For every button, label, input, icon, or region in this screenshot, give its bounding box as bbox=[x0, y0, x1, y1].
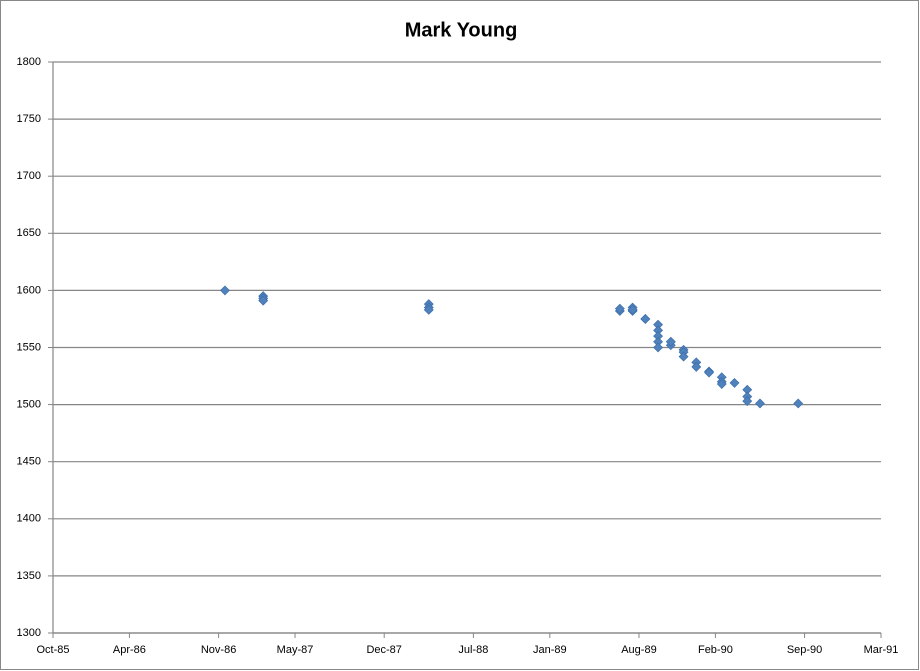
x-tick-label: Aug-89 bbox=[621, 644, 656, 656]
data-point bbox=[678, 351, 689, 362]
data-point bbox=[258, 295, 269, 306]
x-tick-label: Mar-91 bbox=[864, 644, 899, 656]
data-point bbox=[729, 377, 740, 388]
data-point bbox=[614, 303, 625, 314]
x-tick-label: Nov-86 bbox=[201, 644, 236, 656]
y-tick-label: 1300 bbox=[17, 627, 41, 639]
y-tick-label: 1350 bbox=[17, 570, 41, 582]
y-tick-label: 1400 bbox=[17, 513, 41, 525]
data-point bbox=[704, 367, 714, 378]
x-tick-label: Apr-86 bbox=[113, 644, 146, 656]
data-point bbox=[653, 342, 664, 353]
data-point bbox=[665, 336, 676, 347]
y-tick-label: 1800 bbox=[17, 56, 41, 68]
x-tick-label: Jan-89 bbox=[533, 644, 567, 656]
y-tick-label: 1550 bbox=[17, 341, 41, 353]
x-tick-label: Dec-87 bbox=[366, 644, 401, 656]
x-tick-label: Feb-90 bbox=[698, 644, 733, 656]
data-point bbox=[716, 379, 727, 389]
x-tick-label: Jul-88 bbox=[458, 644, 488, 656]
y-tick-label: 1750 bbox=[17, 113, 41, 125]
data-point bbox=[691, 361, 702, 372]
data-point bbox=[220, 285, 230, 296]
x-tick-label: Oct-85 bbox=[36, 644, 69, 656]
data-point bbox=[793, 398, 804, 409]
data-point bbox=[755, 398, 765, 409]
y-tick-label: 1600 bbox=[17, 284, 41, 296]
y-tick-label: 1500 bbox=[17, 399, 41, 411]
y-tick-label: 1450 bbox=[17, 456, 41, 468]
data-point bbox=[627, 304, 638, 315]
y-tick-label: 1700 bbox=[17, 170, 41, 182]
data-point bbox=[640, 314, 651, 324]
chart-title: Mark Young bbox=[405, 19, 518, 41]
x-tick-label: May-87 bbox=[277, 644, 314, 656]
data-point bbox=[742, 396, 753, 407]
data-point bbox=[423, 304, 434, 315]
x-tick-label: Sep-90 bbox=[787, 644, 822, 656]
y-tick-label: 1650 bbox=[17, 227, 41, 239]
